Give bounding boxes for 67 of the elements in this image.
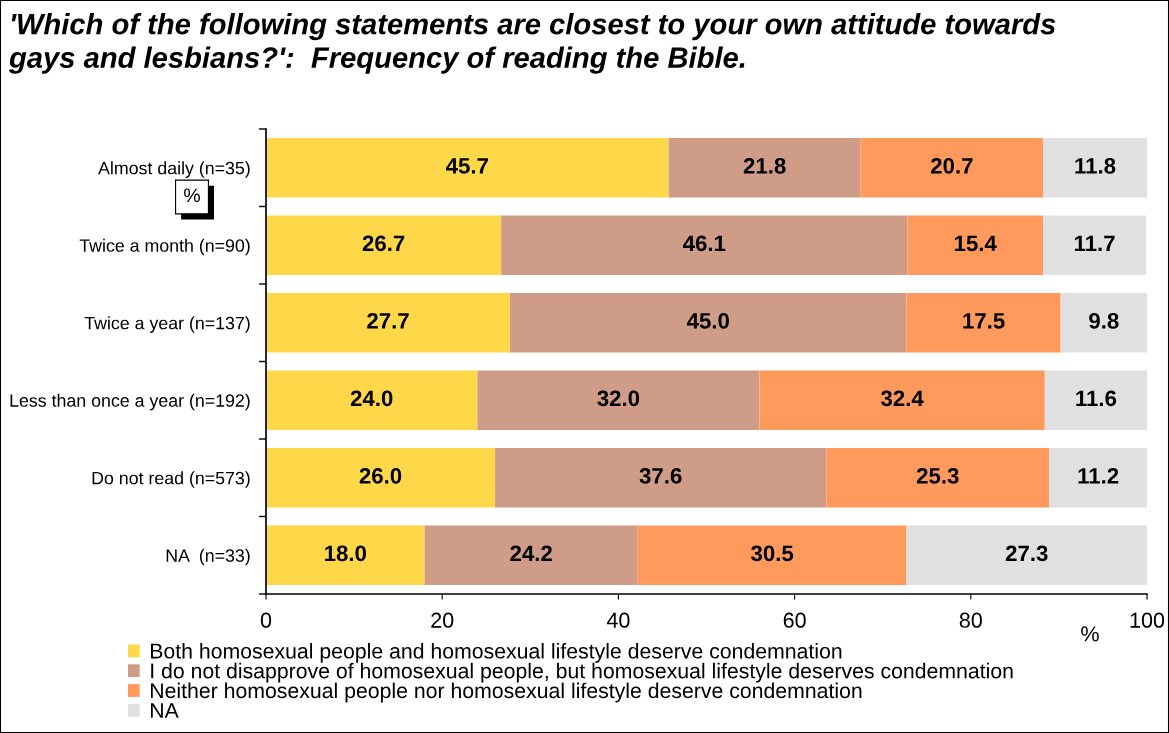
data-label: 26.7 [362, 235, 405, 252]
data-label: 11.2 [1078, 467, 1119, 484]
legend-label: NA [150, 703, 179, 718]
bar [495, 447, 827, 508]
bar [668, 137, 861, 198]
bar [266, 292, 511, 353]
bar [860, 137, 1044, 198]
bar [1049, 447, 1147, 508]
x-tick-label: 20 [431, 612, 454, 628]
data-label: 15.4 [954, 235, 997, 252]
x-tick-label: 100 [1130, 612, 1165, 628]
bar [637, 525, 907, 586]
bar [906, 292, 1061, 353]
bar [510, 292, 907, 353]
data-label: 46.1 [683, 235, 726, 252]
x-tick-label: 60 [783, 612, 806, 628]
data-label: 9.8 [1089, 312, 1119, 329]
data-label: 24.0 [350, 390, 393, 407]
data-label: 32.0 [597, 390, 640, 407]
legend-label: Both homosexual people and homosexual lifestyle deserve condemnation [150, 643, 842, 663]
data-label: 37.6 [639, 467, 682, 484]
data-label: 45.0 [686, 312, 729, 329]
y-tick-label: Almost daily (n=35) [98, 161, 250, 178]
data-label: 24.2 [510, 545, 552, 561]
bar [1060, 292, 1147, 353]
data-label: 27.3 [1005, 545, 1048, 562]
bar [759, 370, 1045, 431]
data-label: 26.0 [359, 467, 402, 484]
y-tick-label: Less than once a year (n=192) [10, 393, 250, 411]
data-label: 20.7 [931, 157, 973, 174]
bar [906, 525, 1147, 586]
x-tick-label: 0 [260, 612, 272, 628]
bar [501, 215, 908, 276]
bar [266, 447, 496, 508]
bar [266, 370, 478, 431]
data-label: 30.5 [751, 545, 794, 562]
bar [826, 447, 1050, 508]
bar [266, 137, 669, 198]
data-label: 11.6 [1076, 390, 1117, 407]
data-label: 18.0 [325, 545, 367, 562]
y-tick-label: Do not read (n=573) [92, 471, 250, 488]
data-label: 11.8 [1075, 157, 1116, 174]
bar [907, 215, 1044, 276]
bar [477, 370, 760, 431]
y-tick-label: Twice a year (n=137) [84, 316, 250, 333]
data-label: 17.5 [963, 313, 1005, 329]
data-label: 32.4 [880, 390, 924, 407]
bar [1043, 215, 1147, 276]
legend-label: Neither homosexual people nor homosexual lifestyle deserve condemnation [150, 682, 862, 703]
data-label: 27.7 [367, 312, 409, 329]
y-tick-label: NA (n=33) [166, 548, 250, 566]
chart-title: 'Which of the following statements are closest to your own attitude towards gays and lesbians?': Frequency of reading the Bible. [8, 13, 1056, 74]
data-label: 45.7 [446, 158, 488, 174]
data-label: 11.7 [1074, 235, 1115, 251]
x-tick-label: 40 [606, 612, 630, 628]
legend-label: I do not disapprove of homosexual people, but homosexual lifestyle deserves condemnation [151, 662, 1013, 683]
y-tick-label: Twice a month (n=90) [79, 238, 250, 256]
x-axis-title: % [1081, 626, 1099, 642]
data-label: 21.8 [743, 157, 786, 174]
x-tick-label: 80 [959, 612, 982, 628]
data-label: 25.3 [916, 467, 959, 484]
bar [1043, 137, 1147, 198]
bar [1044, 370, 1147, 431]
text: % [184, 188, 200, 203]
bar [266, 215, 502, 276]
bar [424, 525, 638, 586]
bar [266, 525, 425, 586]
